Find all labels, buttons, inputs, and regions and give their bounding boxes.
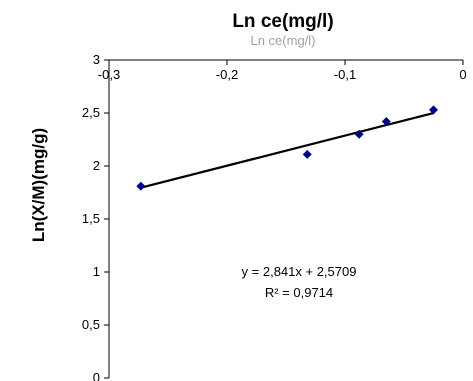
y-tick-label: 1,5	[82, 211, 100, 226]
trendline-group	[141, 113, 434, 188]
data-point	[303, 150, 312, 159]
y-tick-label: 1	[93, 264, 100, 279]
axes	[109, 60, 463, 378]
x-tick-label: -0,3	[98, 67, 120, 82]
y-tick-label: 2,5	[82, 105, 100, 120]
data-point	[136, 182, 145, 191]
trendline-equation: y = 2,841x + 2,5709	[242, 264, 357, 279]
chart-title: Ln ce(mg/l)	[232, 11, 333, 32]
y-axis-label: Ln(X/M)(mg/g)	[29, 128, 48, 242]
r-squared-label: R² = 0,9714	[265, 285, 333, 300]
y-tick-label: 0,5	[82, 317, 100, 332]
x-tick-label: -0,1	[334, 67, 356, 82]
y-ticks: 0 0,5 1 1,5 2 2,5 3	[82, 52, 109, 381]
y-tick-label: 3	[93, 52, 100, 67]
x-tick-label: -0,2	[216, 67, 238, 82]
chart-title-overlap: Ln ce(mg/l)	[250, 33, 315, 48]
x-tick-label: 0	[459, 67, 466, 82]
x-ticks: -0,3 -0,2 -0,1 0	[98, 60, 467, 82]
trendline	[141, 113, 434, 188]
y-tick-label: 0	[93, 370, 100, 381]
y-tick-label: 2	[93, 158, 100, 173]
